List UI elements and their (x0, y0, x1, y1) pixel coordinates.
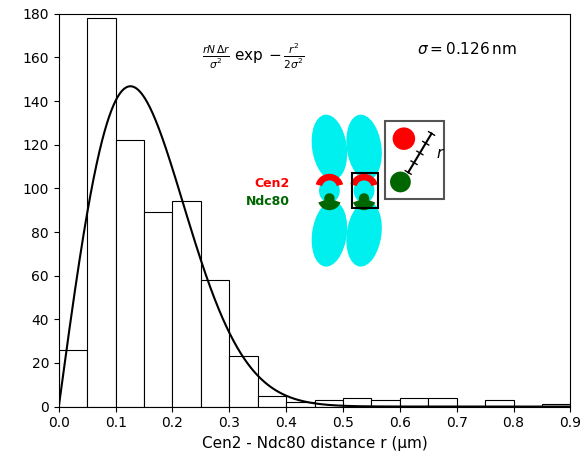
Wedge shape (316, 174, 343, 186)
Text: Ndc80: Ndc80 (246, 195, 290, 207)
Circle shape (359, 193, 369, 204)
Bar (144, 213, 172, 407)
Ellipse shape (353, 178, 375, 203)
Ellipse shape (346, 115, 382, 180)
Bar (59, 350, 87, 407)
Bar (385, 122, 444, 199)
Bar (542, 404, 570, 407)
Wedge shape (350, 174, 377, 186)
Wedge shape (353, 200, 375, 210)
Bar (172, 201, 201, 407)
Bar (343, 398, 372, 407)
Bar (87, 18, 116, 407)
Bar (400, 398, 428, 407)
Circle shape (390, 171, 411, 192)
X-axis label: Cen2 - Ndc80 distance r (μm): Cen2 - Ndc80 distance r (μm) (202, 436, 427, 451)
Wedge shape (318, 200, 340, 210)
Bar (372, 400, 400, 407)
Ellipse shape (312, 201, 347, 267)
Bar (428, 398, 457, 407)
Bar (352, 173, 378, 208)
Circle shape (393, 128, 415, 150)
Text: Cen2: Cen2 (255, 177, 290, 190)
Bar (286, 402, 315, 407)
Ellipse shape (312, 115, 347, 180)
Text: r: r (437, 146, 443, 161)
Bar (315, 400, 343, 407)
Text: $\sigma = 0.126\,\mathrm{nm}$: $\sigma = 0.126\,\mathrm{nm}$ (417, 42, 517, 57)
Bar (229, 356, 258, 407)
Bar (485, 400, 513, 407)
Ellipse shape (319, 178, 340, 203)
Bar (258, 395, 286, 407)
Circle shape (324, 193, 335, 204)
Bar (201, 280, 229, 407)
Text: $\frac{rN\,\Delta r}{\sigma^2}$ $\exp -\frac{r^2}{2\sigma^2}$: $\frac{rN\,\Delta r}{\sigma^2}$ $\exp -\… (202, 42, 305, 71)
Ellipse shape (346, 201, 382, 267)
Bar (116, 140, 144, 407)
